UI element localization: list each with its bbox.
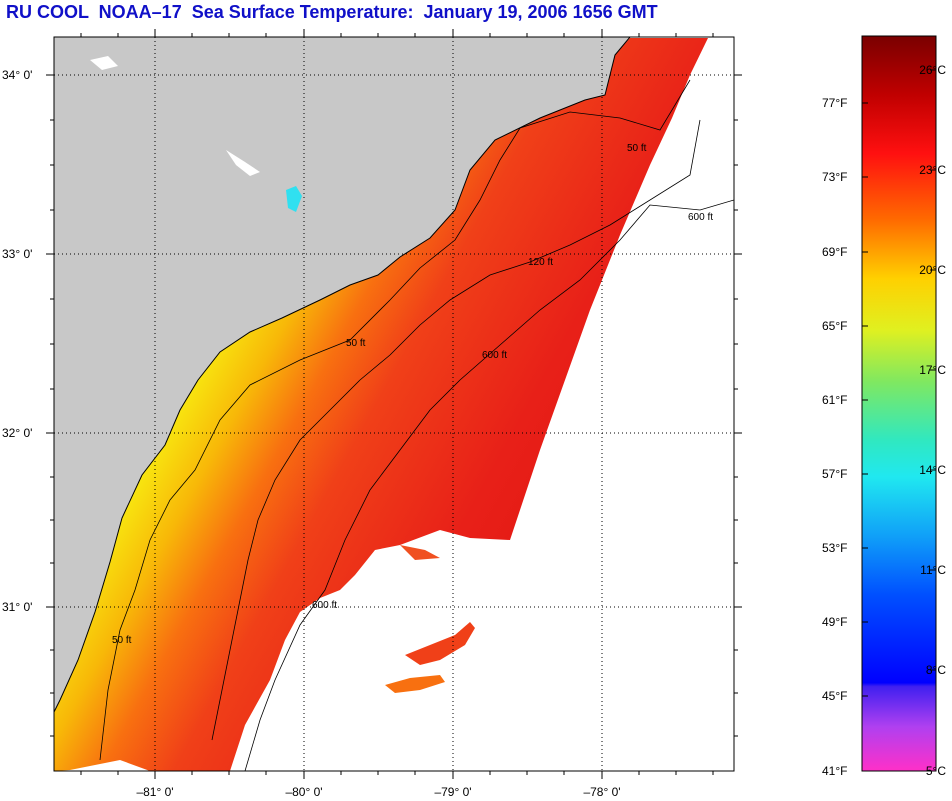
colorbar-f-label: 49°F (822, 615, 847, 629)
colorbar-c-label: 5°C (926, 764, 946, 778)
longitude-label: –78° 0' (583, 785, 620, 799)
colorbar-c-label: 20°C (919, 263, 946, 277)
coastline (54, 37, 631, 713)
sst-patch-warm (385, 675, 445, 693)
lake (286, 186, 302, 212)
graticule (54, 37, 734, 771)
sst-patch-warm (400, 545, 440, 560)
colorbar-c-label: 14°C (919, 463, 946, 477)
contour-label-600ft: 600 ft (688, 212, 713, 223)
sst-patch-warm (405, 622, 475, 665)
colorbar-f-label: 57°F (822, 467, 847, 481)
contour-50ft (99, 79, 691, 761)
colorbar-f-label: 69°F (822, 245, 847, 259)
colorbar-f-label: 45°F (822, 689, 847, 703)
colorbar-f-label: 77°F (822, 96, 847, 110)
map-frame (53, 36, 735, 772)
contour-label-600ft: 600 ft (312, 600, 337, 611)
latitude-label: 32° 0' (2, 426, 32, 440)
land (54, 37, 630, 712)
contour-label-50ft: 50 ft (627, 143, 647, 154)
latitude-label: 31° 0' (2, 600, 32, 614)
colorbar-f-ticks (862, 102, 868, 697)
colorbar-c-label: 11°C (920, 563, 946, 577)
lake (226, 150, 260, 176)
contour-label-50ft: 50 ft (346, 338, 366, 349)
colorbar-f-label: 65°F (822, 319, 847, 333)
longitude-label: –81° 0' (136, 785, 173, 799)
colorbar-f-label: 73°F (822, 170, 847, 184)
colorbar-c-label: 26°C (919, 63, 946, 77)
colorbar-f-label: 41°F (822, 764, 847, 778)
map-title: RU COOL NOAA–17 Sea Surface Temperature:… (6, 2, 658, 22)
contour-label-600ft: 600 ft (482, 350, 507, 361)
colorbar-c-label: 23°C (919, 163, 946, 177)
lake (90, 56, 118, 70)
latitude-label: 34° 0' (2, 68, 32, 82)
contour-600ft (244, 199, 734, 771)
longitude-label: –79° 0' (434, 785, 471, 799)
sst-swath (54, 38, 708, 771)
colorbar-c-label: 17°C (919, 363, 946, 377)
latitude-label: 33° 0' (2, 247, 32, 261)
longitude-label: –80° 0' (285, 785, 322, 799)
contour-120ft (211, 119, 701, 741)
colorbar-f-label: 53°F (822, 541, 847, 555)
colorbar-c-label: 8°C (926, 663, 946, 677)
colorbar-f-label: 61°F (822, 393, 847, 407)
contour-label-120ft: 120 ft (528, 257, 553, 268)
minor-ticks (50, 33, 738, 775)
axis-ticks (46, 29, 742, 779)
colorbar-c-ticks (930, 69, 936, 671)
colorbar (861, 35, 937, 772)
contour-label-50ft: 50 ft (112, 635, 132, 646)
